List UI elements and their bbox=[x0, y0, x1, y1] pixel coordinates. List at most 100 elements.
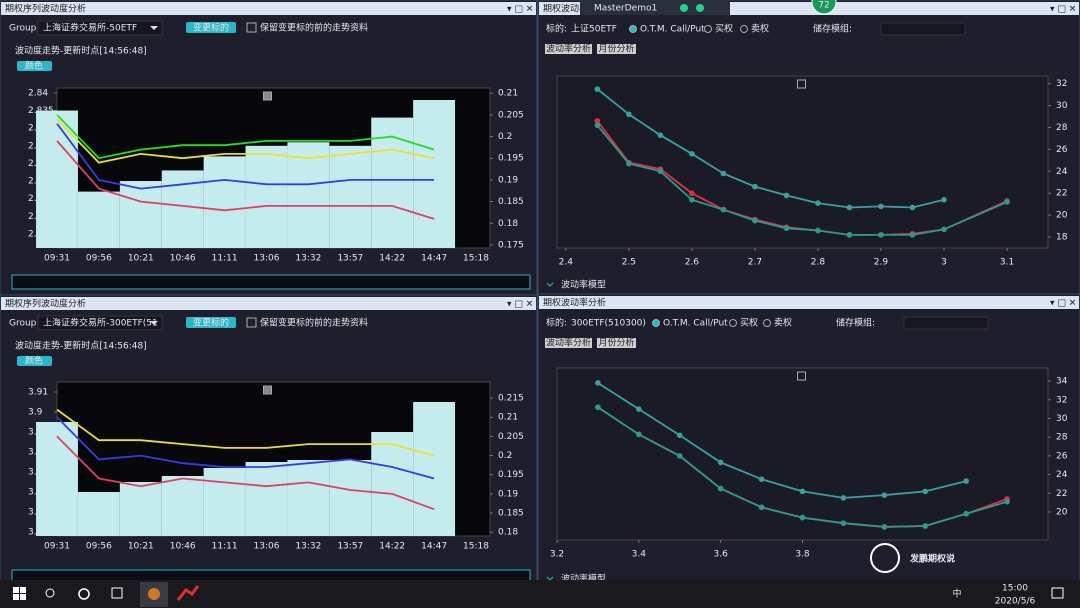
radio[interactable] bbox=[763, 319, 771, 327]
color-button[interactable] bbox=[17, 356, 52, 366]
x-tick-label: 3.4 bbox=[632, 550, 647, 560]
point bbox=[689, 150, 695, 157]
panel-title: 期权序列波动度分析 bbox=[5, 298, 86, 310]
window-controls[interactable]: ▾ □ ✕ bbox=[507, 300, 533, 310]
x-tick-label: 13:06 bbox=[254, 542, 280, 552]
radio[interactable] bbox=[740, 25, 748, 33]
dropdown[interactable] bbox=[880, 22, 966, 36]
tab[interactable] bbox=[545, 44, 592, 54]
x-tick-label: 09:56 bbox=[86, 542, 112, 552]
price-bar bbox=[161, 476, 204, 536]
window-controls[interactable]: ▾ □ ✕ bbox=[1050, 5, 1076, 15]
series-line bbox=[56, 123, 435, 190]
scrollbar[interactable] bbox=[11, 274, 531, 290]
x-tick-label: 14:22 bbox=[379, 542, 405, 552]
underlying: 300ETF(510300) bbox=[571, 319, 646, 329]
y2-tick-label: 0.18 bbox=[498, 219, 518, 229]
x-tick-label: 15:18 bbox=[463, 542, 489, 552]
badge-label: 72 bbox=[818, 1, 829, 11]
point bbox=[752, 217, 758, 224]
checkbox[interactable] bbox=[246, 317, 257, 328]
change-button[interactable] bbox=[186, 317, 236, 328]
clock-date: 2020/5/6 bbox=[995, 597, 1036, 607]
app-icon-2[interactable] bbox=[176, 585, 200, 601]
tab-label: 月份分析 bbox=[598, 43, 634, 55]
y2-tick-label: 0.21 bbox=[498, 89, 518, 99]
point bbox=[595, 404, 601, 411]
button-label: 颜色 bbox=[25, 60, 43, 72]
checkbox[interactable] bbox=[246, 22, 257, 33]
price-bar bbox=[329, 145, 372, 248]
app-icon-glyph bbox=[148, 588, 160, 600]
x-tick-label: 09:56 bbox=[86, 254, 112, 264]
panel-title: 期权序列波动度分析 bbox=[5, 3, 86, 15]
tab[interactable] bbox=[597, 44, 636, 54]
price-bar bbox=[77, 492, 120, 536]
y2-tick-label: 0.205 bbox=[498, 432, 524, 442]
point bbox=[758, 476, 765, 483]
radio[interactable] bbox=[729, 319, 737, 327]
price-bar bbox=[77, 191, 120, 248]
point bbox=[720, 170, 727, 177]
price-bar bbox=[119, 482, 162, 536]
y2-tick-label: 26 bbox=[1056, 145, 1068, 155]
point bbox=[815, 200, 821, 206]
window-controls[interactable]: ▾ □ ✕ bbox=[1050, 299, 1076, 309]
y2-tick-label: 0.18 bbox=[498, 528, 518, 538]
plot-handle bbox=[263, 385, 272, 395]
checkbox-label: 保留变更标的前的走势资料 bbox=[260, 22, 368, 34]
price-bar bbox=[329, 460, 372, 536]
app-title: MasterDemo1 bbox=[594, 4, 657, 14]
point bbox=[846, 232, 853, 238]
underlying-label: 标的: bbox=[546, 317, 567, 329]
y2-tick-label: 24 bbox=[1056, 470, 1068, 480]
x-tick-label: 2.6 bbox=[685, 258, 700, 268]
radio-label: 买权 bbox=[715, 23, 733, 35]
price-bar bbox=[287, 460, 330, 536]
point bbox=[881, 524, 888, 530]
price-bar bbox=[36, 422, 78, 536]
y-tick-label: 2.84 bbox=[28, 88, 48, 98]
point bbox=[657, 168, 664, 175]
radio[interactable] bbox=[629, 25, 637, 33]
y2-tick-label: 0.21 bbox=[498, 413, 518, 423]
x-tick-label: 3.8 bbox=[795, 550, 810, 560]
search-icon[interactable] bbox=[45, 588, 55, 598]
radio[interactable] bbox=[704, 25, 712, 33]
window-controls[interactable]: ▾ □ ✕ bbox=[507, 5, 533, 15]
point bbox=[595, 380, 601, 386]
notification-icon[interactable] bbox=[1051, 587, 1064, 599]
clock-time: 15:00 bbox=[1002, 584, 1028, 594]
y2-tick-label: 20 bbox=[1056, 507, 1068, 517]
color-button[interactable] bbox=[17, 61, 52, 71]
point bbox=[594, 122, 601, 129]
x-tick-label: 14:47 bbox=[421, 254, 447, 264]
subtitle: 波动度走势-更新时点[14:56:48] bbox=[15, 340, 147, 352]
y2-tick-label: 0.19 bbox=[498, 489, 518, 499]
point bbox=[799, 488, 806, 495]
change-button[interactable] bbox=[186, 22, 236, 33]
point bbox=[840, 495, 847, 501]
cortana-icon[interactable] bbox=[78, 588, 90, 600]
point bbox=[909, 204, 916, 211]
taskview-icon[interactable] bbox=[111, 587, 123, 599]
point bbox=[963, 511, 969, 517]
x-tick-label: 3.1 bbox=[1000, 258, 1014, 268]
x-tick-label: 2.9 bbox=[874, 258, 889, 268]
price-bar bbox=[413, 99, 456, 248]
y2-tick-label: 0.185 bbox=[498, 509, 524, 519]
taskbar bbox=[0, 580, 1080, 608]
point bbox=[941, 196, 947, 203]
tab[interactable] bbox=[545, 338, 592, 348]
y2-tick-label: 32 bbox=[1056, 79, 1067, 89]
x-tick-label: 10:21 bbox=[128, 542, 154, 552]
dropdown[interactable] bbox=[37, 315, 163, 331]
start-button[interactable] bbox=[13, 587, 26, 600]
button-label: 变更标的 bbox=[193, 317, 229, 329]
point bbox=[717, 485, 724, 492]
dropdown[interactable] bbox=[37, 20, 163, 36]
tab[interactable] bbox=[597, 338, 636, 348]
point bbox=[840, 520, 847, 526]
radio[interactable] bbox=[652, 319, 660, 327]
dropdown[interactable] bbox=[903, 316, 989, 330]
